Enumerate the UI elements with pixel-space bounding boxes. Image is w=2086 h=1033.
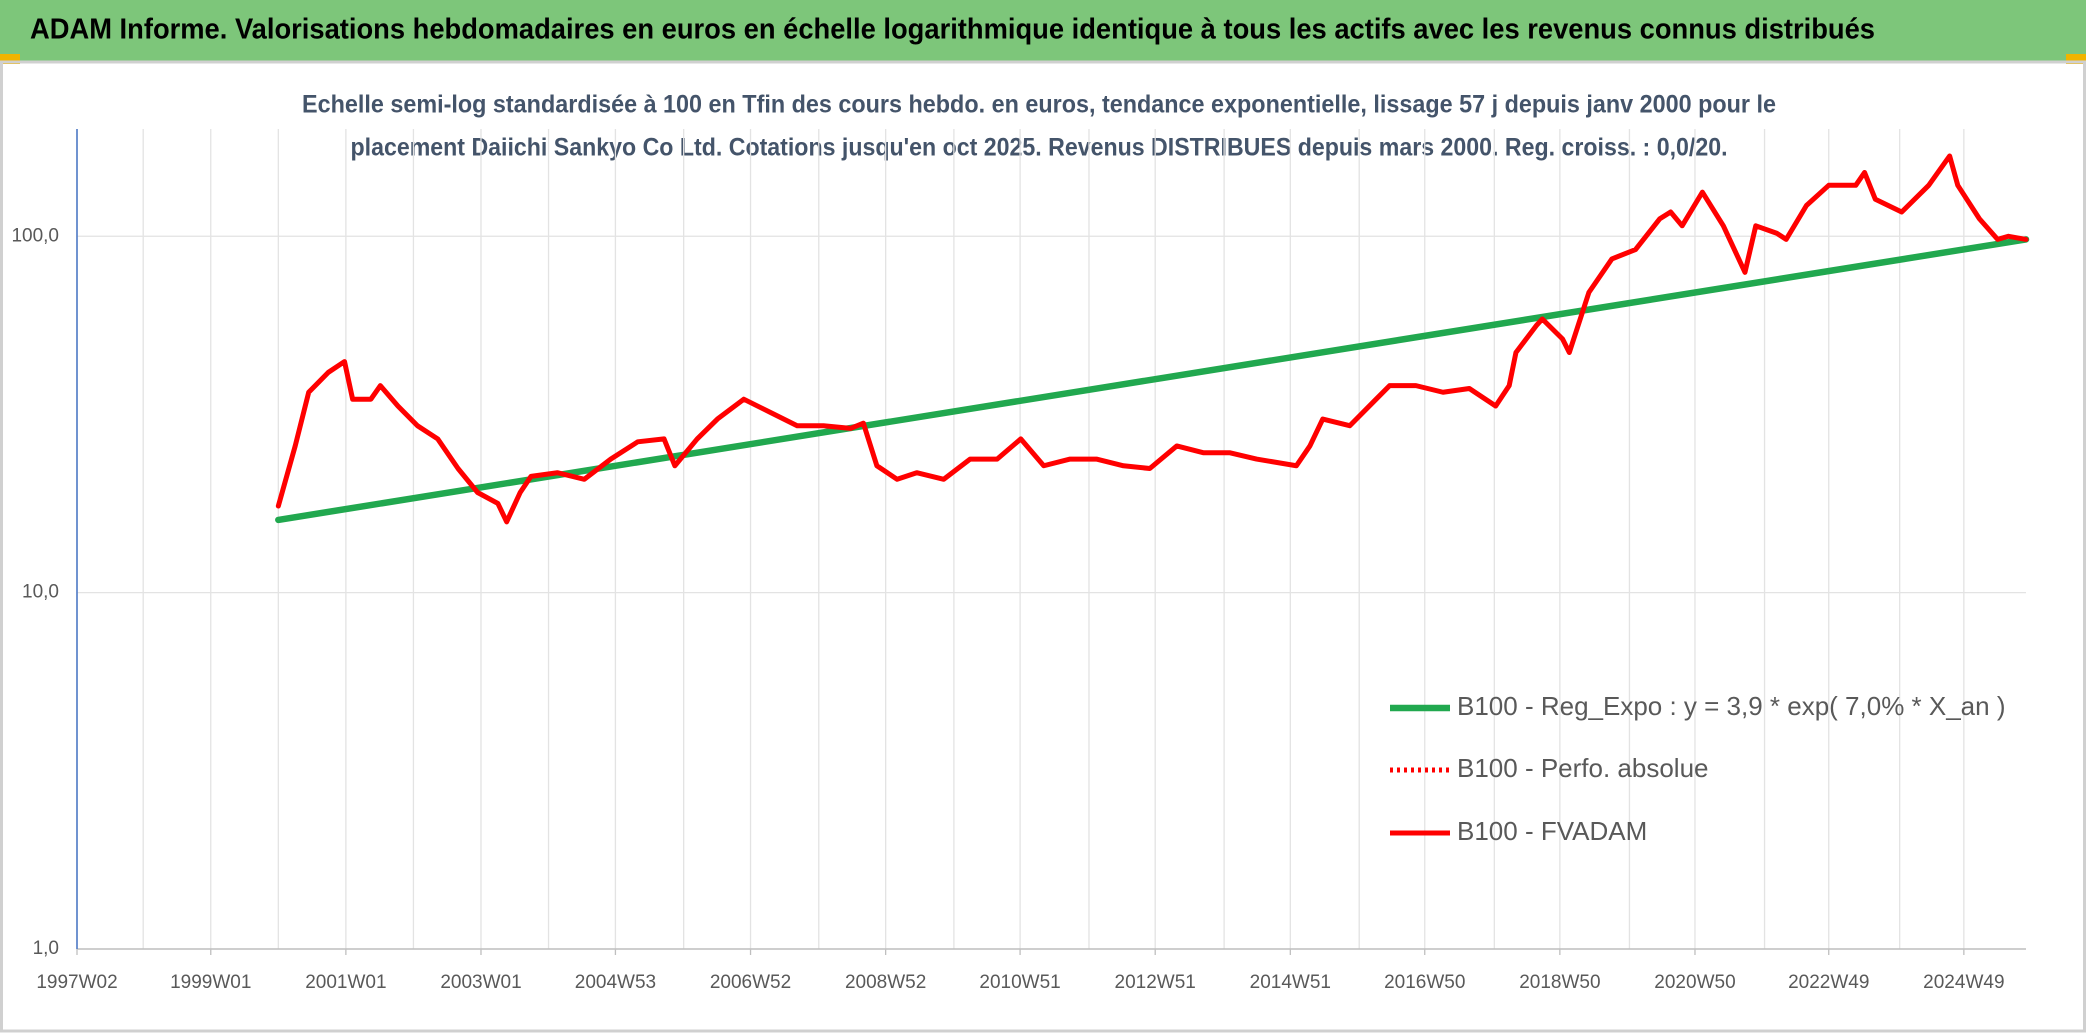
x-tick-label: 1997W02: [36, 972, 117, 993]
x-tick-label: 2022W49: [1788, 972, 1869, 993]
x-tick-label: 2008W52: [845, 972, 926, 993]
x-tick-label: 2010W51: [979, 972, 1060, 993]
legend-label: B100 - Perfo. absolue: [1457, 753, 1709, 783]
x-tick-label: 2004W53: [575, 972, 656, 993]
chart-title: ADAM Informe. Valorisations hebdomadaire…: [30, 14, 1875, 46]
x-tick-label: 2006W52: [710, 972, 791, 993]
frame: [0, 60, 2086, 1033]
x-tick-label: 2016W50: [1384, 972, 1465, 993]
x-tick-label: 2014W51: [1250, 972, 1331, 993]
corner-mark: [2066, 54, 2086, 64]
legend-label: B100 - Reg_Expo : y = 3,9 * exp( 7,0% * …: [1457, 691, 2006, 721]
series-line: [275, 153, 2029, 525]
legend-label: B100 - FVADAM: [1457, 816, 1647, 846]
y-tick-label: 10,0: [22, 582, 59, 603]
title-bar: [0, 0, 2086, 62]
x-tick-label: 2018W50: [1519, 972, 1600, 993]
x-tick-label: 2020W50: [1654, 972, 1735, 993]
x-tick-label: 2024W49: [1923, 972, 2004, 993]
x-tick-label: 1999W01: [170, 972, 251, 993]
subtitle: placement Daiichi Sankyo Co Ltd. Cotatio…: [351, 134, 1728, 162]
y-tick-label: 1,0: [33, 938, 59, 959]
x-tick-label: 2001W01: [305, 972, 386, 993]
x-tick-label: 2003W01: [440, 972, 521, 993]
subtitle: Echelle semi-log standardisée à 100 en T…: [302, 91, 1776, 119]
x-tick-label: 2012W51: [1115, 972, 1196, 993]
y-tick-label: 100,0: [11, 225, 59, 246]
corner-mark: [0, 54, 20, 64]
